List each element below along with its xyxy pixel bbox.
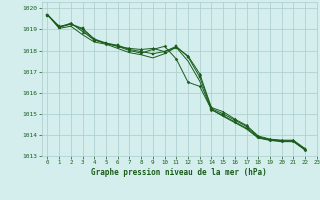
X-axis label: Graphe pression niveau de la mer (hPa): Graphe pression niveau de la mer (hPa) xyxy=(91,168,267,177)
